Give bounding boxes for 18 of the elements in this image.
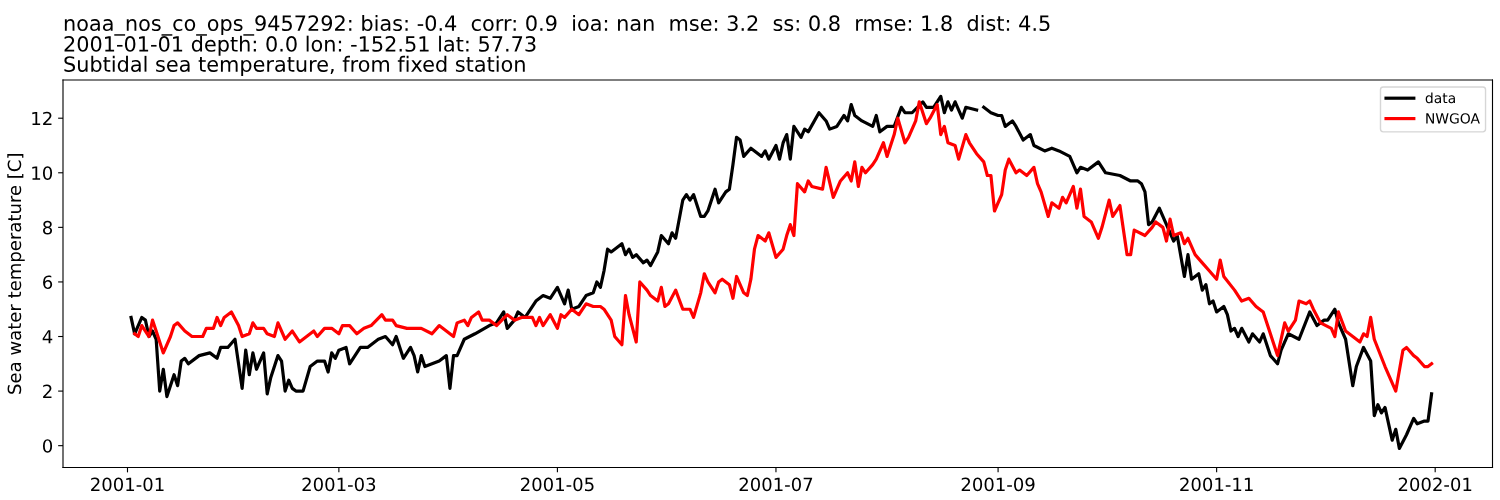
x-tick-label: 2001-09 xyxy=(961,477,1035,492)
y-tick-label: 10 xyxy=(32,166,53,180)
x-tick-label: 2001-11 xyxy=(1180,477,1253,492)
y-tick-label: 4 xyxy=(42,330,53,344)
y-tick-label: 12 xyxy=(32,111,52,126)
x-tick-label: 2002-01 xyxy=(1398,477,1472,492)
x-tick-label: 2001-07 xyxy=(739,477,813,492)
chart-title: noaa_nos_co_ops_9457292: bias: -0.4 corr: 0.9 ioa: nan mse: 3.2 ss: 0.8 rmse: 1.8 dist: 4.5 2001-01-01 depth: 0.0 lon: -152.51 lat: 57.73 Subtidal sea temperature, from fixed station xyxy=(64,14,1050,76)
x-tick-label: 2001-03 xyxy=(302,477,376,492)
x-tick-label: 2001-01 xyxy=(91,477,164,492)
y-tick-label: 0 xyxy=(42,439,53,453)
y-tick-label: 6 xyxy=(43,275,53,290)
y-axis-title: Sea water temperature [C] xyxy=(7,154,25,394)
y-tick-label: 2 xyxy=(43,384,52,398)
x-tick-label: 2001-05 xyxy=(521,477,594,492)
legend-label: data xyxy=(1425,92,1455,104)
legend-label: NWGOA xyxy=(1426,113,1480,124)
y-tick-label: 8 xyxy=(43,220,53,235)
